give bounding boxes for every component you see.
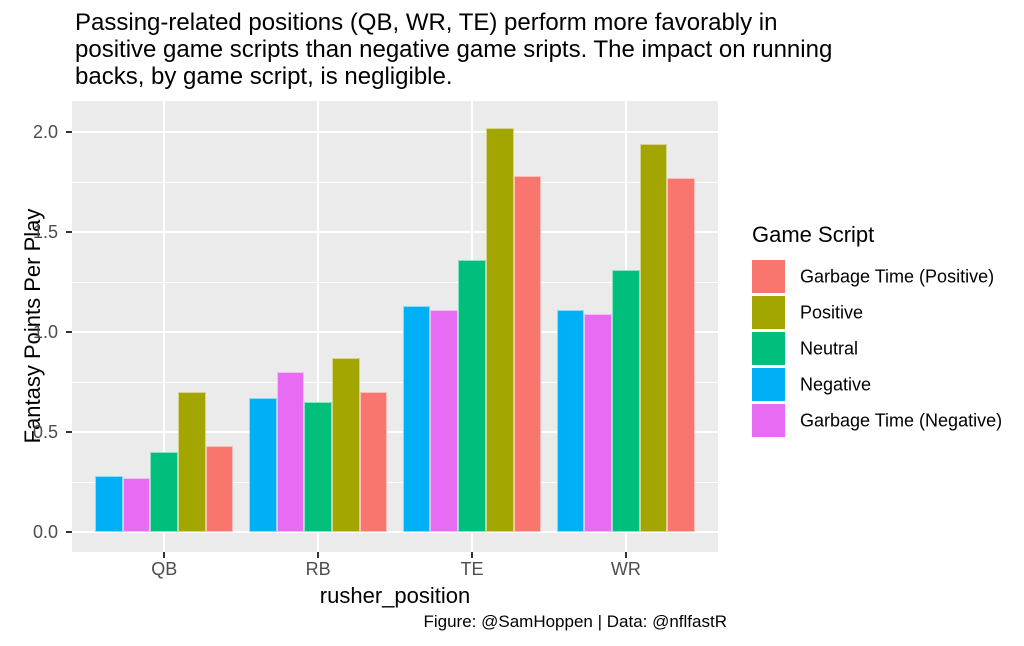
legend-item: Garbage Time (Negative) [752, 404, 1012, 437]
y-tick-mark [66, 330, 72, 333]
legend-key-swatch [752, 332, 785, 365]
legend-item: Negative [752, 368, 1012, 401]
minor-gridline [72, 281, 718, 283]
x-tick-mark [471, 552, 473, 558]
y-tick-mark [66, 530, 72, 533]
y-tick-mark [66, 130, 72, 133]
bar-QB-Garbage Time (Negative) [122, 477, 151, 532]
bar-WR-Negative [556, 309, 585, 532]
legend-item: Neutral [752, 332, 1012, 365]
bar-TE-Neutral [458, 259, 486, 532]
y-tick-label: 2.0 [32, 121, 58, 142]
y-tick-label: 0.0 [32, 521, 58, 542]
major-gridline [72, 130, 718, 133]
major-gridline [72, 230, 718, 233]
bar-TE-Garbage Time (Positive) [513, 175, 542, 532]
legend-key-swatch [752, 296, 785, 329]
x-tick-mark [624, 552, 627, 558]
legend-item-label: Positive [800, 302, 864, 322]
major-gridline [72, 330, 718, 333]
chart-title: Passing-related positions (QB, WR, TE) p… [75, 9, 832, 90]
plot-panel [72, 101, 718, 552]
chart-title-line: positive game scripts than negative game… [75, 36, 833, 63]
x-tick-label: RB [305, 559, 331, 579]
bar-WR-Neutral [612, 269, 640, 532]
x-tick-label: TE [460, 559, 484, 579]
legend-items: Garbage Time (Positive) Positive Neutral Ne… [752, 260, 1012, 437]
bar-TE-Positive [485, 127, 514, 532]
major-gridline-x [317, 101, 320, 552]
legend-item-label: Negative [800, 374, 872, 394]
caption: Figure: @SamHoppen | Data: @nflfastR [423, 612, 727, 631]
bar-RB-Neutral [304, 401, 332, 532]
bar-RB-Negative [248, 397, 277, 532]
bar-RB-Garbage Time (Positive) [359, 391, 388, 532]
bar-WR-Garbage Time (Negative) [584, 313, 613, 532]
x-tick-label: WR [610, 559, 641, 579]
major-gridline [72, 530, 718, 533]
legend-item: Garbage Time (Positive) [752, 260, 1012, 293]
legend-key-swatch [752, 404, 785, 437]
y-tick-label: 1.5 [32, 221, 58, 242]
chart-title-line: backs, by game script, is negligible. [75, 63, 453, 90]
minor-gridline [72, 181, 718, 183]
bar-TE-Garbage Time (Negative) [430, 309, 459, 532]
bar-QB-Negative [95, 475, 123, 532]
legend-item-label: Garbage Time (Positive) [800, 266, 995, 286]
x-axis-title: rusher_position [319, 583, 471, 608]
legend-key-swatch [752, 368, 785, 401]
minor-gridline [72, 381, 718, 383]
bar-RB-Garbage Time (Negative) [276, 371, 305, 532]
bar-QB-Positive [178, 391, 206, 532]
y-tick-mark [66, 430, 72, 433]
y-tick-label: 0.5 [32, 421, 58, 442]
x-tick-mark [317, 552, 320, 558]
legend: Game Script Garbage Time (Positive) Posit… [752, 222, 1012, 440]
y-tick-mark [66, 230, 72, 233]
bar-WR-Garbage Time (Positive) [667, 177, 696, 532]
bar-QB-Neutral [150, 451, 179, 532]
minor-gridline [72, 481, 718, 483]
legend-key-swatch [752, 260, 785, 293]
bar-QB-Garbage Time (Positive) [205, 445, 234, 532]
legend-item-label: Neutral [800, 338, 859, 358]
chart-title-line: Passing-related positions (QB, WR, TE) p… [75, 9, 778, 36]
legend-item: Positive [752, 296, 1012, 329]
legend-title: Game Script [752, 222, 875, 247]
bar-WR-Positive [639, 143, 668, 532]
bar-RB-Positive [331, 357, 360, 532]
major-gridline [72, 430, 718, 433]
x-tick-label: QB [151, 559, 178, 579]
x-tick-mark [163, 552, 166, 558]
y-tick-label: 1.0 [32, 321, 58, 342]
major-gridline-x [163, 101, 166, 552]
bar-TE-Negative [402, 305, 431, 532]
legend-item-label: Garbage Time (Negative) [800, 410, 1003, 430]
